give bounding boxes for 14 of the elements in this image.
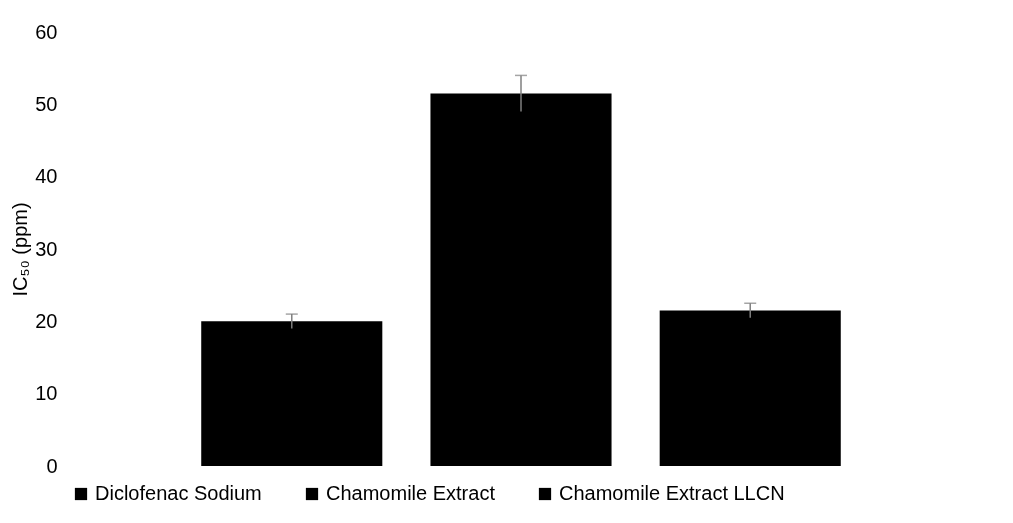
bar	[430, 93, 612, 466]
bar	[659, 310, 841, 466]
y-tick-label: 60	[35, 20, 58, 43]
y-tick-label: 10	[35, 382, 58, 405]
y-tick-label: 50	[35, 92, 58, 115]
y-tick-label: 0	[46, 454, 58, 477]
y-tick-label: 40	[35, 165, 58, 188]
y-tick-label: 20	[35, 309, 58, 332]
legend-label: Diclofenac Sodium	[95, 482, 262, 504]
bar	[201, 321, 383, 466]
legend-label: Chamomile Extract LLCN	[559, 482, 785, 504]
legend-label: Chamomile Extract	[326, 482, 496, 504]
y-axis-title: IC₅₀ (ppm)	[9, 202, 32, 297]
y-tick-label: 30	[35, 237, 58, 260]
